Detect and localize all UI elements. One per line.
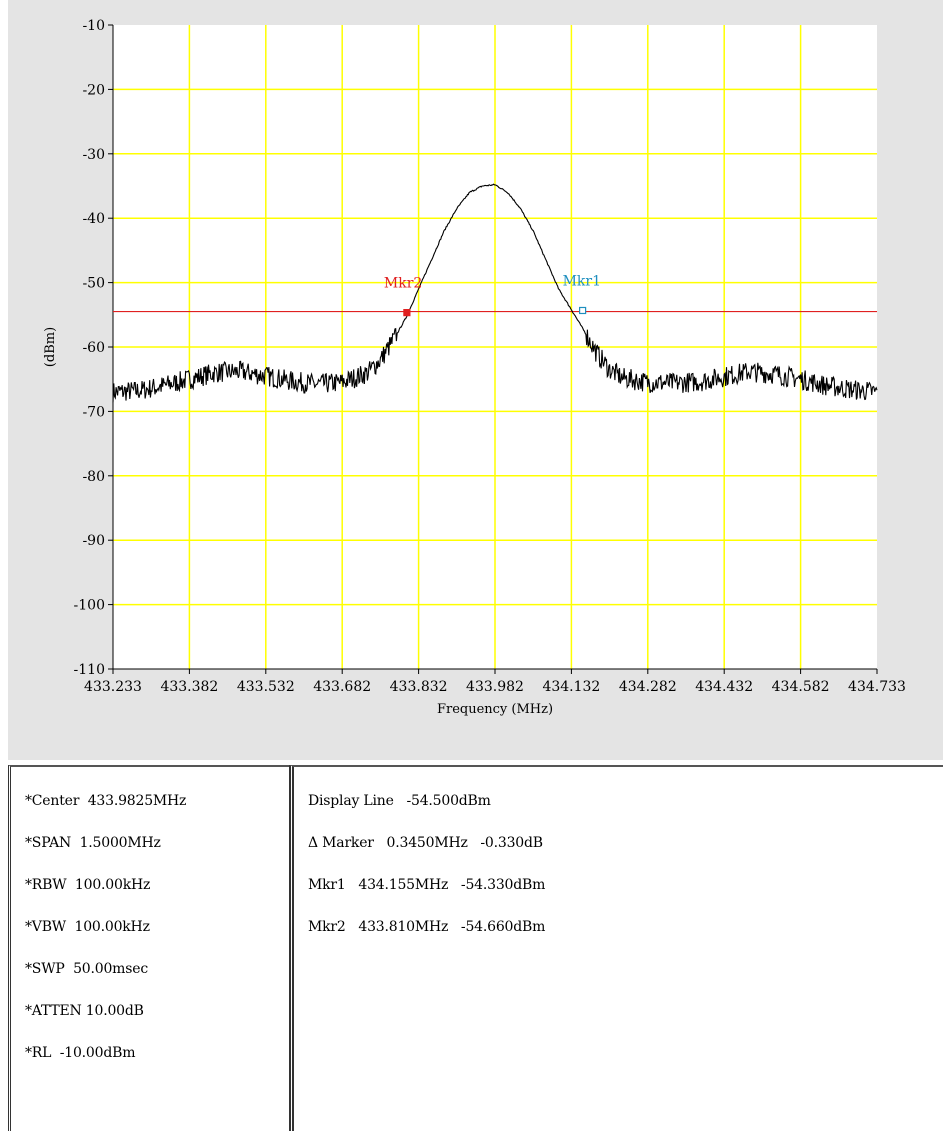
- x-axis-label: Frequency (MHz): [437, 702, 553, 717]
- center-frequency-setting: *Center 433.9825MHz: [25, 793, 187, 809]
- delta-marker-readout: Δ Marker 0.3450MHz -0.330dB: [308, 835, 543, 851]
- sweep-time-setting: *SWP 50.00msec: [25, 961, 148, 977]
- x-tick-label: 433.832: [390, 679, 448, 695]
- display-line-readout: Display Line -54.500dBm: [308, 793, 491, 809]
- mkr2-point: [403, 309, 411, 317]
- mkr1-readout: Mkr1 434.155MHz -54.330dBm: [308, 877, 546, 893]
- span-setting: *SPAN 1.5000MHz: [25, 835, 161, 851]
- y-tick-label: -10: [82, 18, 105, 34]
- y-tick-label: -30: [82, 147, 105, 163]
- mkr2-readout: Mkr2 433.810MHz -54.660dBm: [308, 919, 546, 935]
- x-tick-label: 433.382: [160, 679, 218, 695]
- marker-readout-panel: Display Line -54.500dBm Δ Marker 0.3450M…: [289, 765, 943, 1131]
- spectrum-trace: [112, 183, 878, 403]
- reference-level-setting: *RL -10.00dBm: [25, 1045, 136, 1061]
- x-tick-label: 434.282: [619, 679, 677, 695]
- x-tick-label: 434.733: [848, 679, 906, 695]
- y-tick-label: -90: [82, 533, 105, 549]
- y-tick-label: -40: [82, 211, 105, 227]
- y-tick-label: -110: [74, 662, 105, 678]
- x-tick-label: 433.682: [313, 679, 371, 695]
- y-tick-label: -60: [82, 340, 105, 356]
- x-tick-label: 433.233: [84, 679, 142, 695]
- y-tick-label: -50: [82, 276, 105, 292]
- sweep-settings-panel: *Center 433.9825MHz *SPAN 1.5000MHz *RBW…: [8, 765, 291, 1131]
- spectrum-chart-panel: 433.233 433.382 433.532 433.682 433.832 433.9…: [8, 0, 943, 760]
- x-tick-label: 434.132: [542, 679, 600, 695]
- y-tick-label: -20: [82, 82, 105, 98]
- x-tick-label: 434.582: [772, 679, 830, 695]
- mkr2-label: Mkr2: [384, 276, 422, 292]
- y-tick-label: -80: [82, 469, 105, 485]
- x-tick-label: 433.532: [237, 679, 295, 695]
- spectrum-chart: 433.233 433.382 433.532 433.682 433.832 433.9…: [43, 18, 906, 717]
- y-tick-label: -70: [82, 404, 105, 420]
- x-tick-label: 433.982: [466, 679, 524, 695]
- x-tick-label: 434.432: [695, 679, 753, 695]
- vbw-setting: *VBW 100.00kHz: [25, 919, 150, 935]
- y-tick-label: -100: [74, 598, 105, 614]
- mkr1-point: [579, 306, 587, 315]
- y-axis-label: (dBm): [43, 327, 58, 367]
- mkr1-label: Mkr1: [563, 273, 601, 289]
- attenuation-setting: *ATTEN 10.00dB: [25, 1003, 144, 1019]
- rbw-setting: *RBW 100.00kHz: [25, 877, 151, 893]
